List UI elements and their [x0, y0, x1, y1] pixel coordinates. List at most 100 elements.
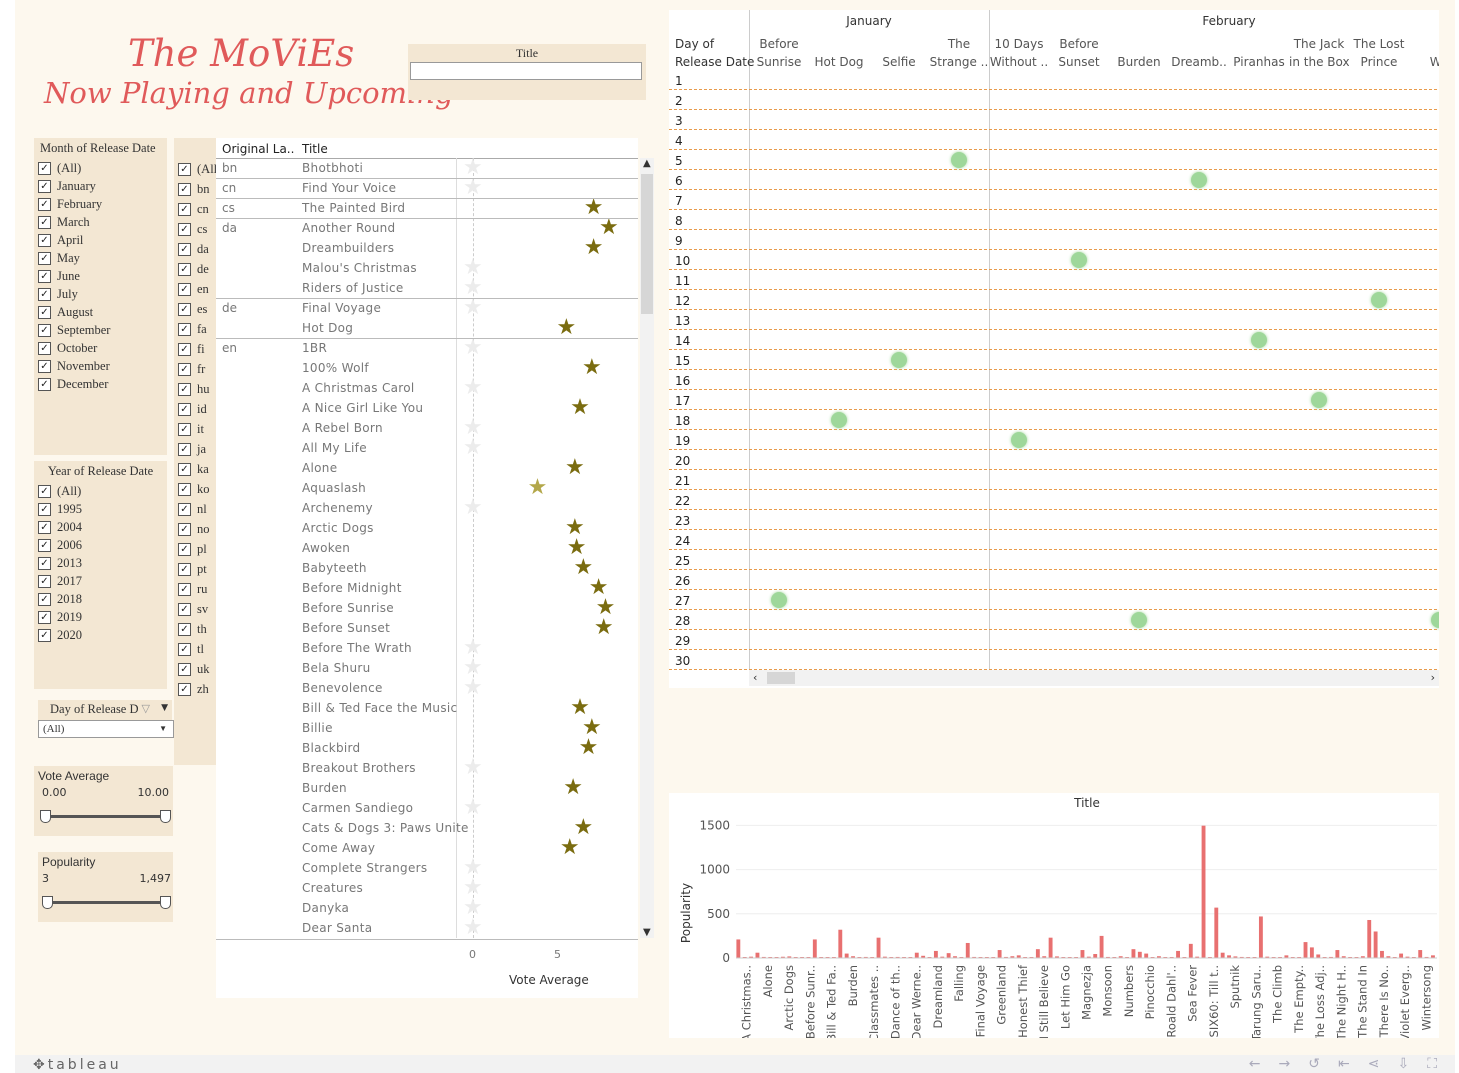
table-row[interactable]: Before Midnight ★ [216, 577, 636, 599]
checkbox-icon[interactable]: ✓ [178, 362, 191, 376]
checkbox-icon[interactable]: ✓ [178, 582, 191, 596]
popularity-bar[interactable] [851, 956, 855, 958]
popularity-bar[interactable] [1431, 955, 1435, 958]
popularity-bar[interactable] [1303, 942, 1308, 958]
month_filter-option[interactable]: ✓ July [34, 285, 167, 303]
checkbox-icon[interactable]: ✓ [178, 462, 191, 476]
popularity-bar[interactable] [1380, 950, 1384, 958]
vote-star-mark[interactable]: ★ [463, 755, 483, 780]
checkbox-icon[interactable]: ✓ [38, 269, 51, 283]
vote-star-mark[interactable]: ★ [582, 715, 602, 740]
year_filter-option[interactable]: ✓ 2006 [34, 536, 167, 554]
checkbox-icon[interactable]: ✓ [178, 382, 191, 396]
checkbox-icon[interactable]: ✓ [178, 442, 191, 456]
checkbox-icon[interactable]: ✓ [38, 161, 51, 175]
checkbox-icon[interactable]: ✓ [178, 342, 191, 356]
table-row[interactable]: Complete Strangers ★ [216, 855, 636, 880]
popularity-bar[interactable] [1118, 956, 1123, 958]
col-header-title[interactable]: Title [302, 142, 328, 156]
popularity-bar[interactable] [1144, 953, 1149, 958]
vote-star-mark[interactable]: ★ [570, 395, 590, 420]
year_filter-option[interactable]: ✓ 2018 [34, 590, 167, 608]
checkbox-icon[interactable]: ✓ [38, 233, 51, 247]
table-row[interactable]: Bill & Ted Face the Music ★ [216, 695, 636, 720]
lang_filter-option[interactable]: ✓ tl [174, 639, 221, 659]
table-row[interactable]: bn Bhotbhoti ★ [216, 157, 636, 179]
table-row[interactable]: Archenemy ★ [216, 495, 636, 520]
table-row[interactable]: Cats & Dogs 3: Paws Unite ★ [216, 817, 636, 839]
checkbox-icon[interactable]: ✓ [38, 305, 51, 319]
popularity-bar[interactable] [940, 956, 945, 958]
vote-star-mark[interactable]: ★ [570, 695, 590, 720]
share-icon[interactable]: ⋖ [1367, 1056, 1380, 1072]
popularity-bar[interactable] [761, 956, 766, 958]
year_filter-option[interactable]: ✓ 1995 [34, 500, 167, 518]
vote-star-mark[interactable]: ★ [463, 855, 483, 880]
popularity-slider-max-handle[interactable] [160, 896, 171, 909]
popularity-bar[interactable] [965, 942, 970, 958]
lang_filter-option[interactable]: ✓ uk [174, 659, 221, 679]
popularity-bar[interactable] [749, 956, 754, 958]
table-row[interactable]: en 1BR ★ [216, 337, 636, 359]
lang_filter-option[interactable]: ✓ es [174, 299, 221, 319]
vote-star-mark[interactable]: ★ [463, 435, 483, 460]
popularity-bar[interactable] [1316, 954, 1321, 958]
popularity-bar[interactable] [1309, 947, 1314, 958]
checkbox-icon[interactable]: ✓ [178, 502, 191, 516]
popularity-bar[interactable] [1010, 956, 1015, 958]
popularity-bar[interactable] [1004, 956, 1008, 958]
checkbox-icon[interactable]: ✓ [178, 242, 191, 256]
popularity-bar[interactable] [1093, 954, 1098, 958]
table-row[interactable]: All My Life ★ [216, 435, 636, 460]
lang_filter-option[interactable]: ✓ ru [174, 579, 221, 599]
lang_filter-option[interactable]: ✓ ja [174, 439, 221, 459]
checkbox-icon[interactable]: ✓ [178, 662, 191, 676]
popularity-bar[interactable] [812, 939, 817, 958]
popularity-bar[interactable] [838, 929, 843, 958]
month_filter-option[interactable]: ✓ August [34, 303, 167, 321]
table-row[interactable]: Billie ★ [216, 715, 636, 740]
month_filter-option[interactable]: ✓ April [34, 231, 167, 249]
lang_filter-option[interactable]: ✓ cn [174, 199, 221, 219]
lang_filter-option[interactable]: ✓ fa [174, 319, 221, 339]
checkbox-icon[interactable]: ✓ [178, 262, 191, 276]
year_filter-option[interactable]: ✓ 2020 [34, 626, 167, 644]
popularity-bar[interactable] [1048, 937, 1053, 958]
table-row[interactable]: Bela Shuru ★ [216, 657, 636, 679]
vote-star-mark[interactable]: ★ [463, 495, 483, 520]
table-row[interactable]: Babyteeth ★ [216, 557, 636, 579]
vote-star-mark[interactable]: ★ [559, 835, 580, 860]
checkbox-icon[interactable]: ✓ [178, 682, 191, 696]
table-row[interactable]: A Christmas Carol ★ [216, 377, 636, 399]
vote-star-mark[interactable]: ★ [565, 455, 585, 480]
scroll-down-icon[interactable]: ▼ [643, 927, 651, 938]
release-dot[interactable] [1251, 332, 1267, 348]
checkbox-icon[interactable]: ✓ [38, 215, 51, 229]
vote-star-mark[interactable]: ★ [595, 595, 616, 620]
vote-star-mark[interactable]: ★ [463, 175, 483, 200]
checkbox-icon[interactable]: ✓ [38, 502, 51, 516]
popularity-bar[interactable] [1239, 956, 1244, 958]
popularity-bar[interactable] [1284, 955, 1289, 958]
checkbox-icon[interactable]: ✓ [38, 323, 51, 337]
lang_filter-option[interactable]: ✓ pt [174, 559, 221, 579]
popularity-bar[interactable] [921, 955, 926, 958]
lang_filter-option[interactable]: ✓ en [174, 279, 221, 299]
table-row[interactable]: de Final Voyage ★ [216, 297, 636, 319]
vote-star-mark[interactable]: ★ [599, 215, 619, 240]
popularity-bar[interactable] [953, 956, 957, 958]
table-row[interactable]: Awoken ★ [216, 537, 636, 559]
table-row[interactable]: Malou's Christmas ★ [216, 257, 636, 279]
vote-star-mark[interactable]: ★ [563, 775, 584, 800]
lang_filter-option[interactable]: ✓ bn [174, 179, 221, 199]
table-row[interactable]: cs The Painted Bird ★ [216, 197, 636, 219]
revert-icon[interactable]: ↺ [1308, 1056, 1320, 1072]
lang_filter-option[interactable]: ✓ hu [174, 379, 221, 399]
table-row[interactable]: da Another Round ★ [216, 215, 636, 240]
checkbox-icon[interactable]: ✓ [178, 622, 191, 636]
month_filter-option[interactable]: ✓ September [34, 321, 167, 339]
popularity-bar[interactable] [1399, 953, 1404, 958]
release-dot[interactable] [1311, 392, 1327, 408]
release-dot[interactable] [831, 412, 847, 428]
vote-star-mark[interactable]: ★ [582, 355, 602, 380]
